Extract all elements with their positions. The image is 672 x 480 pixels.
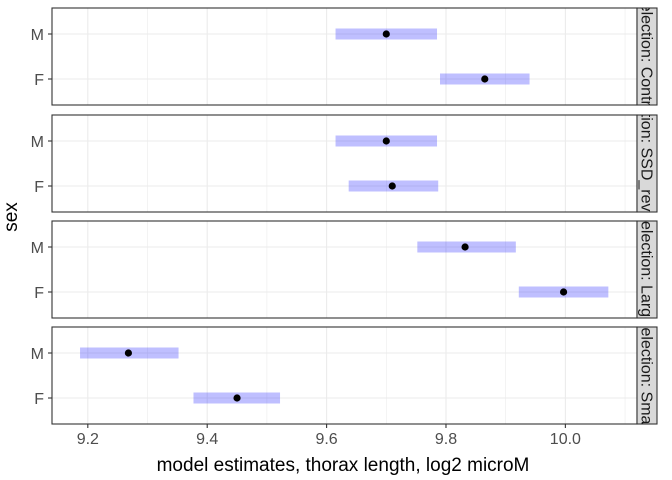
panel-background — [52, 221, 637, 318]
x-tick-label: 9.6 — [315, 431, 337, 448]
estimate-point-m — [124, 349, 133, 357]
estimate-point-f — [233, 394, 241, 402]
facet-strip-label: selection: SSD_reversed — [638, 75, 655, 251]
facet-strip — [636, 114, 658, 213]
x-tick-label: 9.2 — [77, 431, 99, 448]
estimate-point-m — [382, 137, 390, 145]
facet-strip-label: selection: Control — [638, 0, 655, 118]
estimate-point-m — [382, 30, 390, 38]
y-tick-label: M — [31, 240, 44, 257]
panel-background — [52, 8, 637, 105]
facet-strip-label: selection: Small — [638, 319, 655, 431]
y-axis-title: sex — [1, 202, 22, 232]
facet-panel: M F selection: Large — [31, 213, 658, 326]
facet-strip-label: selection: Large — [638, 213, 655, 326]
estimate-point-f — [481, 75, 489, 83]
y-tick-label: M — [31, 346, 44, 363]
x-axis: 9.2 9.4 9.6 9.8 10.0 — [77, 424, 581, 448]
facet-panel: M F selection: Small — [31, 319, 658, 431]
facet-strip — [636, 7, 658, 106]
facet-panel: M F selection: Control — [31, 0, 658, 118]
y-tick-label: M — [31, 134, 44, 151]
panel-background — [52, 327, 637, 424]
estimate-point-f — [559, 288, 568, 296]
estimate-point-f — [388, 182, 396, 190]
y-tick-label: F — [34, 179, 44, 196]
y-tick-label: F — [34, 72, 44, 89]
x-axis-title: model estimates, thorax length, log2 mic… — [157, 455, 530, 476]
facet-panel: M F selection: SSD_reversed — [31, 75, 658, 251]
y-tick-label: F — [34, 285, 44, 302]
x-tick-label: 10.0 — [550, 431, 581, 448]
panel-background — [52, 115, 637, 212]
y-tick-label: F — [34, 391, 44, 408]
facet-strip — [636, 326, 658, 425]
estimate-point-m — [461, 243, 469, 251]
x-tick-label: 9.4 — [196, 431, 218, 448]
x-tick-label: 9.8 — [435, 431, 457, 448]
facet-strip — [636, 220, 658, 319]
facet-panels: M F selection: Control M F selection: SSD_rev… — [31, 0, 658, 431]
y-tick-label: M — [31, 27, 44, 44]
